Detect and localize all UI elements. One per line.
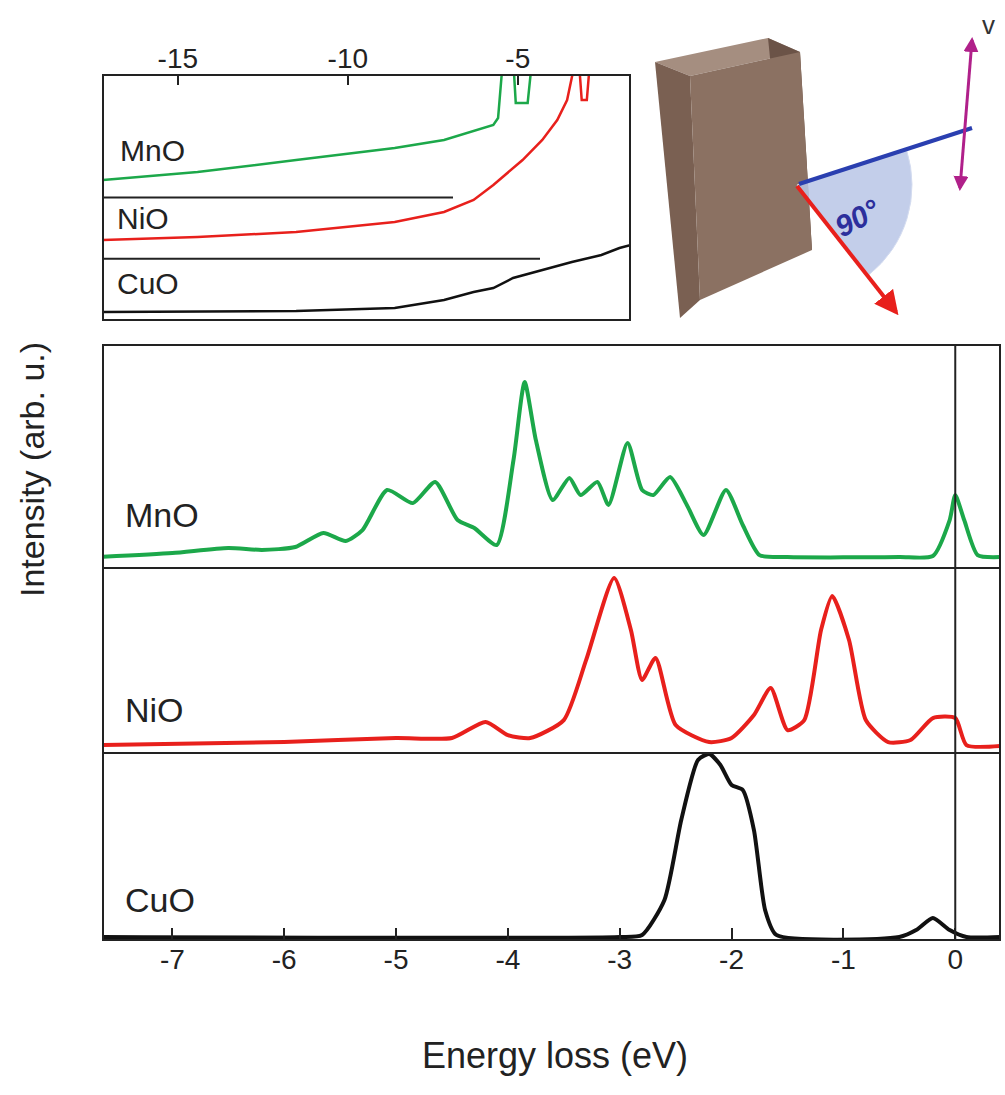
svg-text:MnO: MnO: [120, 134, 185, 167]
svg-text:-7: -7: [160, 944, 185, 975]
svg-text:-5: -5: [384, 944, 409, 975]
svg-text:CuO: CuO: [117, 267, 179, 300]
svg-text:-1: -1: [831, 944, 856, 975]
svg-text:Energy loss (eV): Energy loss (eV): [422, 1035, 688, 1076]
svg-text:-15: -15: [158, 43, 198, 74]
svg-text:CuO: CuO: [125, 881, 195, 919]
svg-text:MnO: MnO: [125, 496, 199, 534]
svg-text:-4: -4: [495, 944, 520, 975]
svg-text:NiO: NiO: [117, 202, 169, 235]
svg-text:-3: -3: [607, 944, 632, 975]
svg-text:-10: -10: [328, 43, 368, 74]
svg-text:90°: 90°: [829, 192, 885, 243]
svg-text:-5: -5: [505, 43, 530, 74]
svg-text:NiO: NiO: [125, 691, 184, 729]
svg-text:-2: -2: [719, 944, 744, 975]
svg-text:Intensity (arb. u.): Intensity (arb. u.): [13, 342, 51, 597]
svg-text:-6: -6: [272, 944, 297, 975]
svg-text:0: 0: [947, 944, 963, 975]
svg-text:v: v: [982, 10, 995, 40]
